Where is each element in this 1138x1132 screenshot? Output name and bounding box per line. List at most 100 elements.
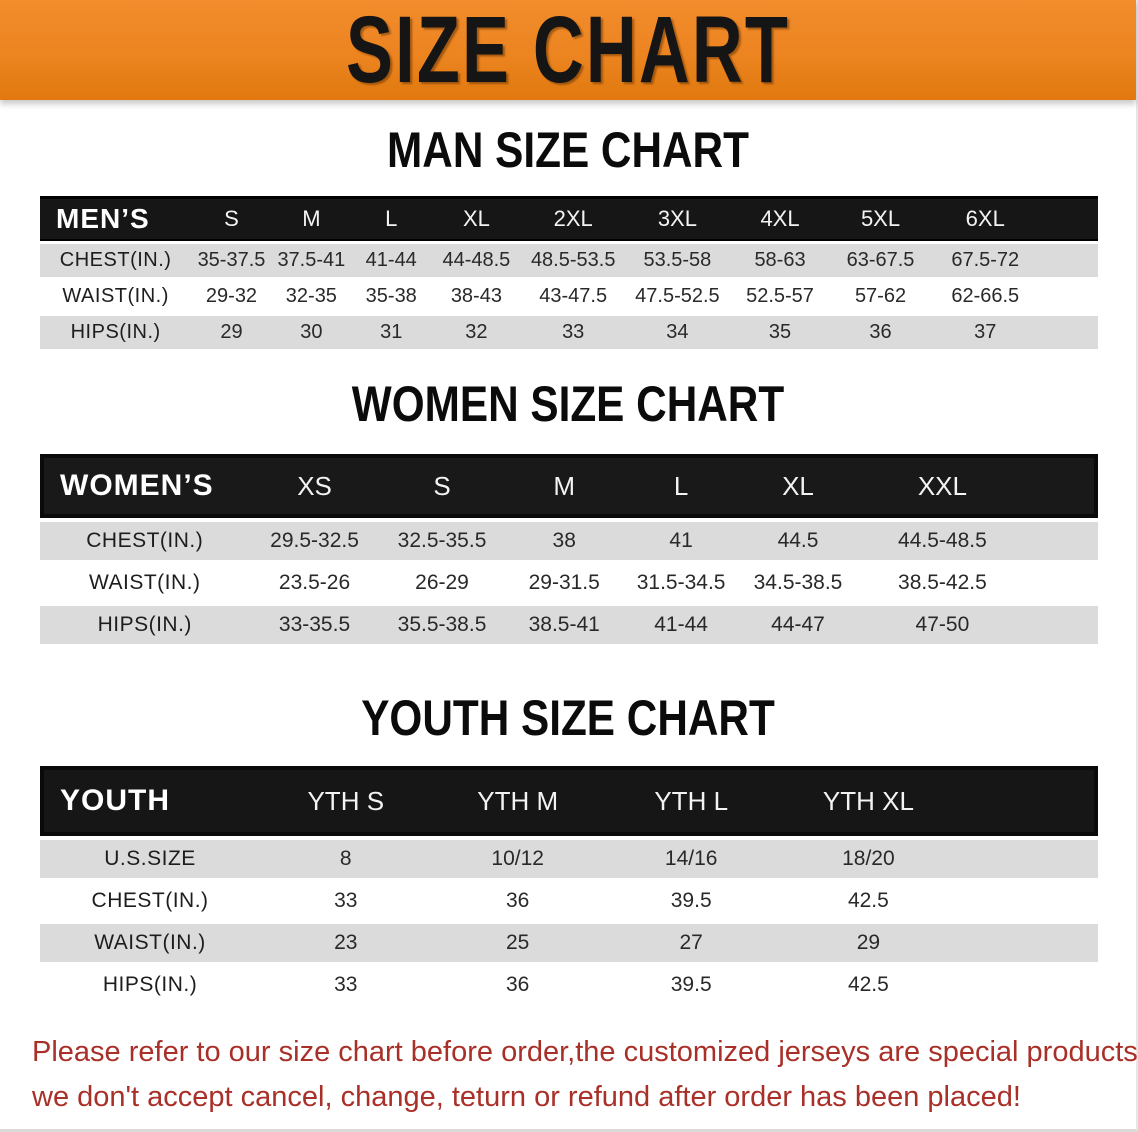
size-value-cell: 62-66.5 bbox=[930, 280, 1040, 313]
size-chart-banner: SIZE CHART bbox=[0, 0, 1136, 100]
size-value-cell: 33 bbox=[260, 966, 432, 1004]
spacer-cell bbox=[1027, 454, 1098, 518]
size-value-cell: 37.5-41 bbox=[271, 244, 352, 277]
column-header: XXL bbox=[857, 454, 1028, 518]
row-label-cell: HIPS(IN.) bbox=[40, 966, 261, 1004]
column-header: XL bbox=[738, 454, 858, 518]
column-header: S bbox=[379, 454, 505, 518]
size-value-cell: 52.5-57 bbox=[729, 280, 831, 313]
size-value-cell: 31.5-34.5 bbox=[623, 564, 739, 602]
size-table-header-row: WOMEN’S XS S M L XL XXL bbox=[40, 454, 1098, 518]
size-value-cell: 26-29 bbox=[379, 564, 505, 602]
row-label-cell: WAIST(IN.) bbox=[40, 924, 261, 962]
size-value-cell: 43-47.5 bbox=[521, 280, 626, 313]
row-label-cell: WAIST(IN.) bbox=[40, 564, 250, 602]
column-header: M bbox=[504, 454, 624, 518]
column-header: S bbox=[191, 196, 272, 241]
size-value-cell: 41-44 bbox=[351, 244, 432, 277]
size-value-cell: 29.5-32.5 bbox=[249, 522, 380, 560]
size-value-cell: 41 bbox=[623, 522, 739, 560]
row-label-cell: WAIST(IN.) bbox=[40, 280, 192, 313]
size-value-cell: 29-31.5 bbox=[504, 564, 624, 602]
size-value-cell: 58-63 bbox=[729, 244, 831, 277]
size-value-cell: 42.5 bbox=[778, 966, 959, 1004]
size-value-cell: 39.5 bbox=[603, 966, 779, 1004]
size-table-header-row: YOUTH YTH S YTH M YTH L YTH XL bbox=[40, 766, 1098, 836]
size-value-cell: 18/20 bbox=[778, 840, 959, 878]
size-table-row: WAIST(IN.) 29-32 32-35 35-38 38-43 43-47.5 47.… bbox=[40, 280, 1098, 313]
size-value-cell: 35-38 bbox=[351, 280, 432, 313]
size-value-cell: 29 bbox=[191, 316, 272, 349]
size-value-cell: 27 bbox=[603, 924, 779, 962]
spacer-cell bbox=[1039, 280, 1098, 313]
size-value-cell: 38.5-42.5 bbox=[857, 564, 1028, 602]
row-label-cell: CHEST(IN.) bbox=[40, 522, 250, 560]
column-header: YTH M bbox=[431, 766, 604, 836]
size-value-cell: 47.5-52.5 bbox=[625, 280, 730, 313]
size-value-cell: 23 bbox=[260, 924, 432, 962]
size-value-cell: 44-48.5 bbox=[431, 244, 522, 277]
column-header: YTH S bbox=[260, 766, 432, 836]
size-value-cell: 33 bbox=[260, 882, 432, 920]
column-header: L bbox=[623, 454, 739, 518]
size-value-cell: 57-62 bbox=[830, 280, 931, 313]
size-value-cell: 35 bbox=[729, 316, 831, 349]
size-value-cell: 33-35.5 bbox=[249, 606, 380, 644]
size-value-cell: 29-32 bbox=[191, 280, 272, 313]
row-label-cell: HIPS(IN.) bbox=[40, 316, 192, 349]
size-value-cell: 14/16 bbox=[603, 840, 779, 878]
row-label-cell: CHEST(IN.) bbox=[40, 882, 261, 920]
column-header: YTH L bbox=[603, 766, 779, 836]
size-table-header-row: MEN’S S M L XL 2XL 3XL 4XL 5XL 6XL bbox=[40, 196, 1098, 241]
women-section-heading: WOMEN SIZE CHART bbox=[351, 375, 785, 432]
men-size-table: MEN’S S M L XL 2XL 3XL 4XL 5XL 6XL CHEST(IN.) 35-37… bbox=[40, 193, 1098, 352]
size-value-cell: 30 bbox=[271, 316, 352, 349]
size-value-cell: 44.5-48.5 bbox=[857, 522, 1028, 560]
column-header: 4XL bbox=[729, 196, 831, 241]
size-value-cell: 36 bbox=[431, 966, 604, 1004]
size-value-cell: 42.5 bbox=[778, 882, 959, 920]
size-table-row: HIPS(IN.) 33 36 39.5 42.5 bbox=[40, 966, 1098, 1004]
size-value-cell: 34 bbox=[625, 316, 730, 349]
size-value-cell: 10/12 bbox=[431, 840, 604, 878]
size-table-row: CHEST(IN.) 29.5-32.5 32.5-35.5 38 41 44.5 44.5… bbox=[40, 522, 1098, 560]
spacer-cell bbox=[958, 766, 1098, 836]
spacer-cell bbox=[958, 924, 1098, 962]
size-value-cell: 38 bbox=[504, 522, 624, 560]
size-value-cell: 37 bbox=[930, 316, 1040, 349]
row-label-cell: U.S.SIZE bbox=[40, 840, 261, 878]
column-header: M bbox=[271, 196, 352, 241]
column-header: XL bbox=[431, 196, 522, 241]
size-value-cell: 35.5-38.5 bbox=[379, 606, 505, 644]
spacer-cell bbox=[958, 882, 1098, 920]
disclaimer-text: Please refer to our size chart before or… bbox=[0, 1030, 1138, 1120]
size-value-cell: 32 bbox=[431, 316, 522, 349]
size-value-cell: 34.5-38.5 bbox=[738, 564, 858, 602]
women-size-table: WOMEN’S XS S M L XL XXL CHEST(IN.) 29.5-32.5 32.5… bbox=[40, 450, 1098, 648]
men-section-heading: MAN SIZE CHART bbox=[387, 121, 749, 178]
disclaimer-line-2: we don't accept cancel, change, teturn o… bbox=[32, 1081, 1021, 1113]
spacer-cell bbox=[958, 966, 1098, 1004]
table-corner-label: YOUTH bbox=[40, 766, 261, 836]
size-table-row: WAIST(IN.) 23.5-26 26-29 29-31.5 31.5-34.5 34… bbox=[40, 564, 1098, 602]
youth-section-heading: YOUTH SIZE CHART bbox=[361, 689, 775, 746]
table-corner-label: MEN’S bbox=[40, 196, 192, 241]
size-value-cell: 23.5-26 bbox=[249, 564, 380, 602]
size-value-cell: 25 bbox=[431, 924, 604, 962]
spacer-cell bbox=[1039, 244, 1098, 277]
column-header: XS bbox=[249, 454, 380, 518]
size-table-row: CHEST(IN.) 35-37.5 37.5-41 41-44 44-48.5 48.5… bbox=[40, 244, 1098, 277]
column-header: YTH XL bbox=[778, 766, 959, 836]
size-value-cell: 44.5 bbox=[738, 522, 858, 560]
size-value-cell: 63-67.5 bbox=[830, 244, 931, 277]
size-value-cell: 29 bbox=[778, 924, 959, 962]
spacer-cell bbox=[958, 840, 1098, 878]
row-label-cell: CHEST(IN.) bbox=[40, 244, 192, 277]
size-value-cell: 38.5-41 bbox=[504, 606, 624, 644]
table-corner-label: WOMEN’S bbox=[40, 454, 250, 518]
size-value-cell: 32.5-35.5 bbox=[379, 522, 505, 560]
size-value-cell: 35-37.5 bbox=[191, 244, 272, 277]
spacer-cell bbox=[1027, 564, 1098, 602]
size-value-cell: 8 bbox=[260, 840, 432, 878]
spacer-cell bbox=[1027, 606, 1098, 644]
